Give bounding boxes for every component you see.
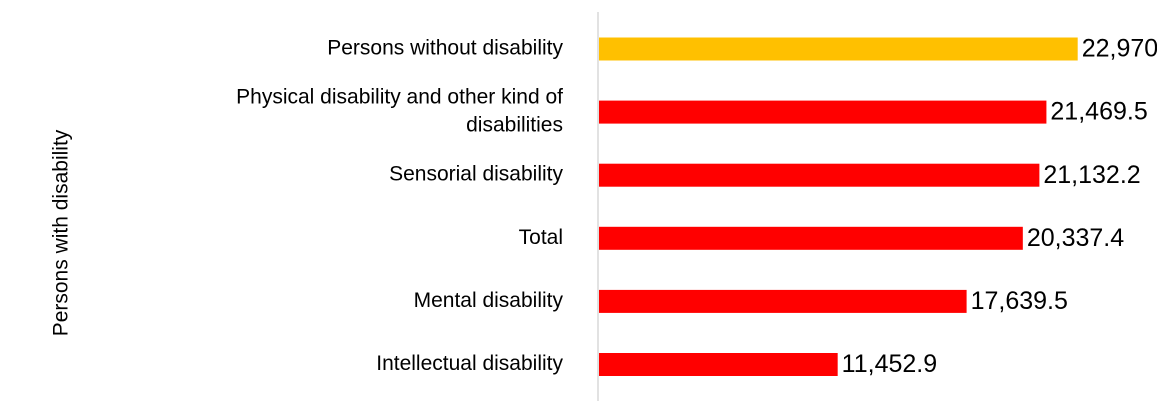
value-label-5: 11,452.9 <box>842 350 937 378</box>
category-label-1-line-1: disabilities <box>466 114 563 137</box>
bar-2 <box>599 163 1040 187</box>
value-label-1: 21,469.5 <box>1050 98 1147 126</box>
category-label-5: Intellectual disability <box>376 352 563 375</box>
bar-5 <box>599 353 838 376</box>
bar-4 <box>599 289 967 313</box>
category-label-0: Persons without disability <box>327 37 563 60</box>
category-label-3: Total <box>519 226 563 249</box>
category-label-2: Sensorial disability <box>389 163 563 186</box>
category-label-4: Mental disability <box>414 289 564 312</box>
value-labels-layer: 22,970.4 21,469.5 21,132.2 20,337.4 17,639.5… <box>842 35 1157 379</box>
group-label: Persons with disability <box>50 129 73 336</box>
value-label-3: 20,337.4 <box>1027 224 1124 252</box>
value-label-4: 17,639.5 <box>971 287 1068 315</box>
bars-layer <box>599 37 1078 376</box>
bar-1 <box>599 100 1047 124</box>
category-label-1-line-0: Physical disability and other kind of <box>236 86 563 109</box>
value-label-0: 22,970.4 <box>1082 35 1157 63</box>
value-label-2: 21,132.2 <box>1043 161 1140 189</box>
category-labels-layer: Persons without disability Physical disab… <box>236 37 563 376</box>
bar-3 <box>599 226 1023 250</box>
bar-0 <box>599 37 1078 61</box>
